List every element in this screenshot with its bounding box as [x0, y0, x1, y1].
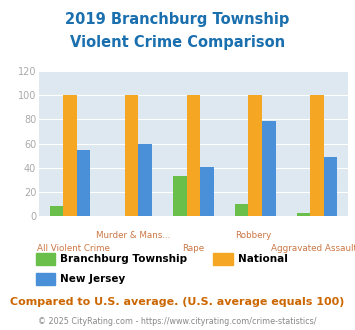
Text: Murder & Mans...: Murder & Mans... [96, 231, 170, 240]
Bar [262, 120, 275, 216]
Text: 2019 Branchburg Township: 2019 Branchburg Township [65, 12, 290, 26]
Bar [77, 149, 90, 216]
Bar [310, 95, 324, 216]
Bar [187, 95, 200, 216]
Bar [138, 144, 152, 216]
Text: Robbery: Robbery [236, 231, 272, 240]
Text: Aggravated Assault: Aggravated Assault [271, 244, 355, 253]
Bar [297, 213, 310, 216]
Text: © 2025 CityRating.com - https://www.cityrating.com/crime-statistics/: © 2025 CityRating.com - https://www.city… [38, 317, 317, 326]
Bar [235, 204, 248, 216]
Text: Violent Crime Comparison: Violent Crime Comparison [70, 35, 285, 50]
Bar [200, 167, 214, 216]
Bar [50, 207, 63, 216]
Bar [63, 95, 77, 216]
Text: Branchburg Township: Branchburg Township [60, 254, 187, 264]
Bar [324, 157, 337, 216]
Bar [125, 95, 138, 216]
Text: All Violent Crime: All Violent Crime [37, 244, 109, 253]
Text: Compared to U.S. average. (U.S. average equals 100): Compared to U.S. average. (U.S. average … [10, 297, 345, 307]
Text: National: National [238, 254, 288, 264]
Bar [173, 176, 187, 216]
Text: New Jersey: New Jersey [60, 274, 126, 284]
Bar [248, 95, 262, 216]
Text: Rape: Rape [182, 244, 204, 253]
